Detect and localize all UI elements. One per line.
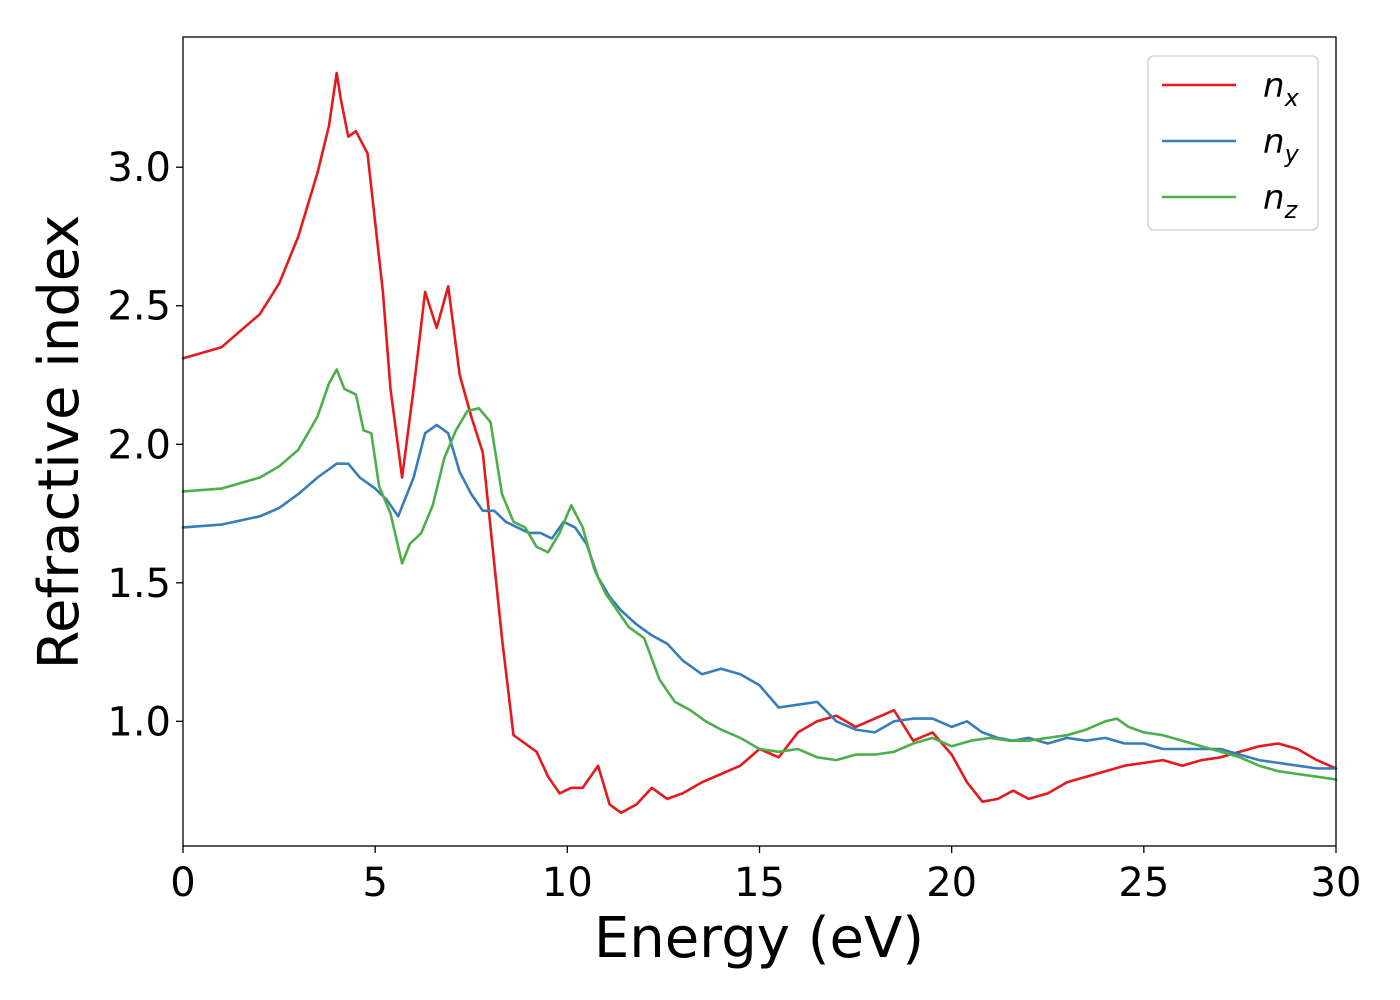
plot-area — [181, 71, 1338, 815]
y-tick-label: 3.0 — [107, 145, 171, 191]
x-tick-label: 0 — [170, 860, 195, 906]
series-line-nx — [181, 71, 1338, 815]
y-axis-title: Refractive index — [27, 215, 92, 670]
y-axis: 1.0 1.5 2.0 2.5 3.0 — [107, 145, 183, 745]
x-tick-label: 5 — [362, 860, 387, 906]
x-tick-label: 30 — [1311, 860, 1362, 906]
y-tick-label: 1.5 — [107, 561, 171, 607]
y-tick-label: 1.0 — [107, 699, 171, 745]
legend-label-nx: nx — [1263, 66, 1300, 112]
y-tick-label: 2.0 — [107, 422, 171, 468]
x-axis-title: Energy (eV) — [594, 906, 924, 971]
x-tick-label: 25 — [1118, 860, 1169, 906]
legend-box — [1147, 55, 1319, 231]
x-axis: 0 5 10 15 20 25 30 — [170, 846, 1361, 906]
y-tick-label: 2.5 — [107, 284, 171, 330]
x-tick-label: 15 — [734, 860, 785, 906]
legend: nx ny nz — [1147, 55, 1319, 231]
legend-label-ny: ny — [1263, 122, 1300, 168]
series-line-nz — [181, 368, 1338, 781]
legend-label-nz: nz — [1263, 178, 1299, 224]
series-line-ny — [181, 423, 1338, 770]
x-tick-label: 10 — [542, 860, 593, 906]
x-tick-label: 20 — [926, 860, 977, 906]
